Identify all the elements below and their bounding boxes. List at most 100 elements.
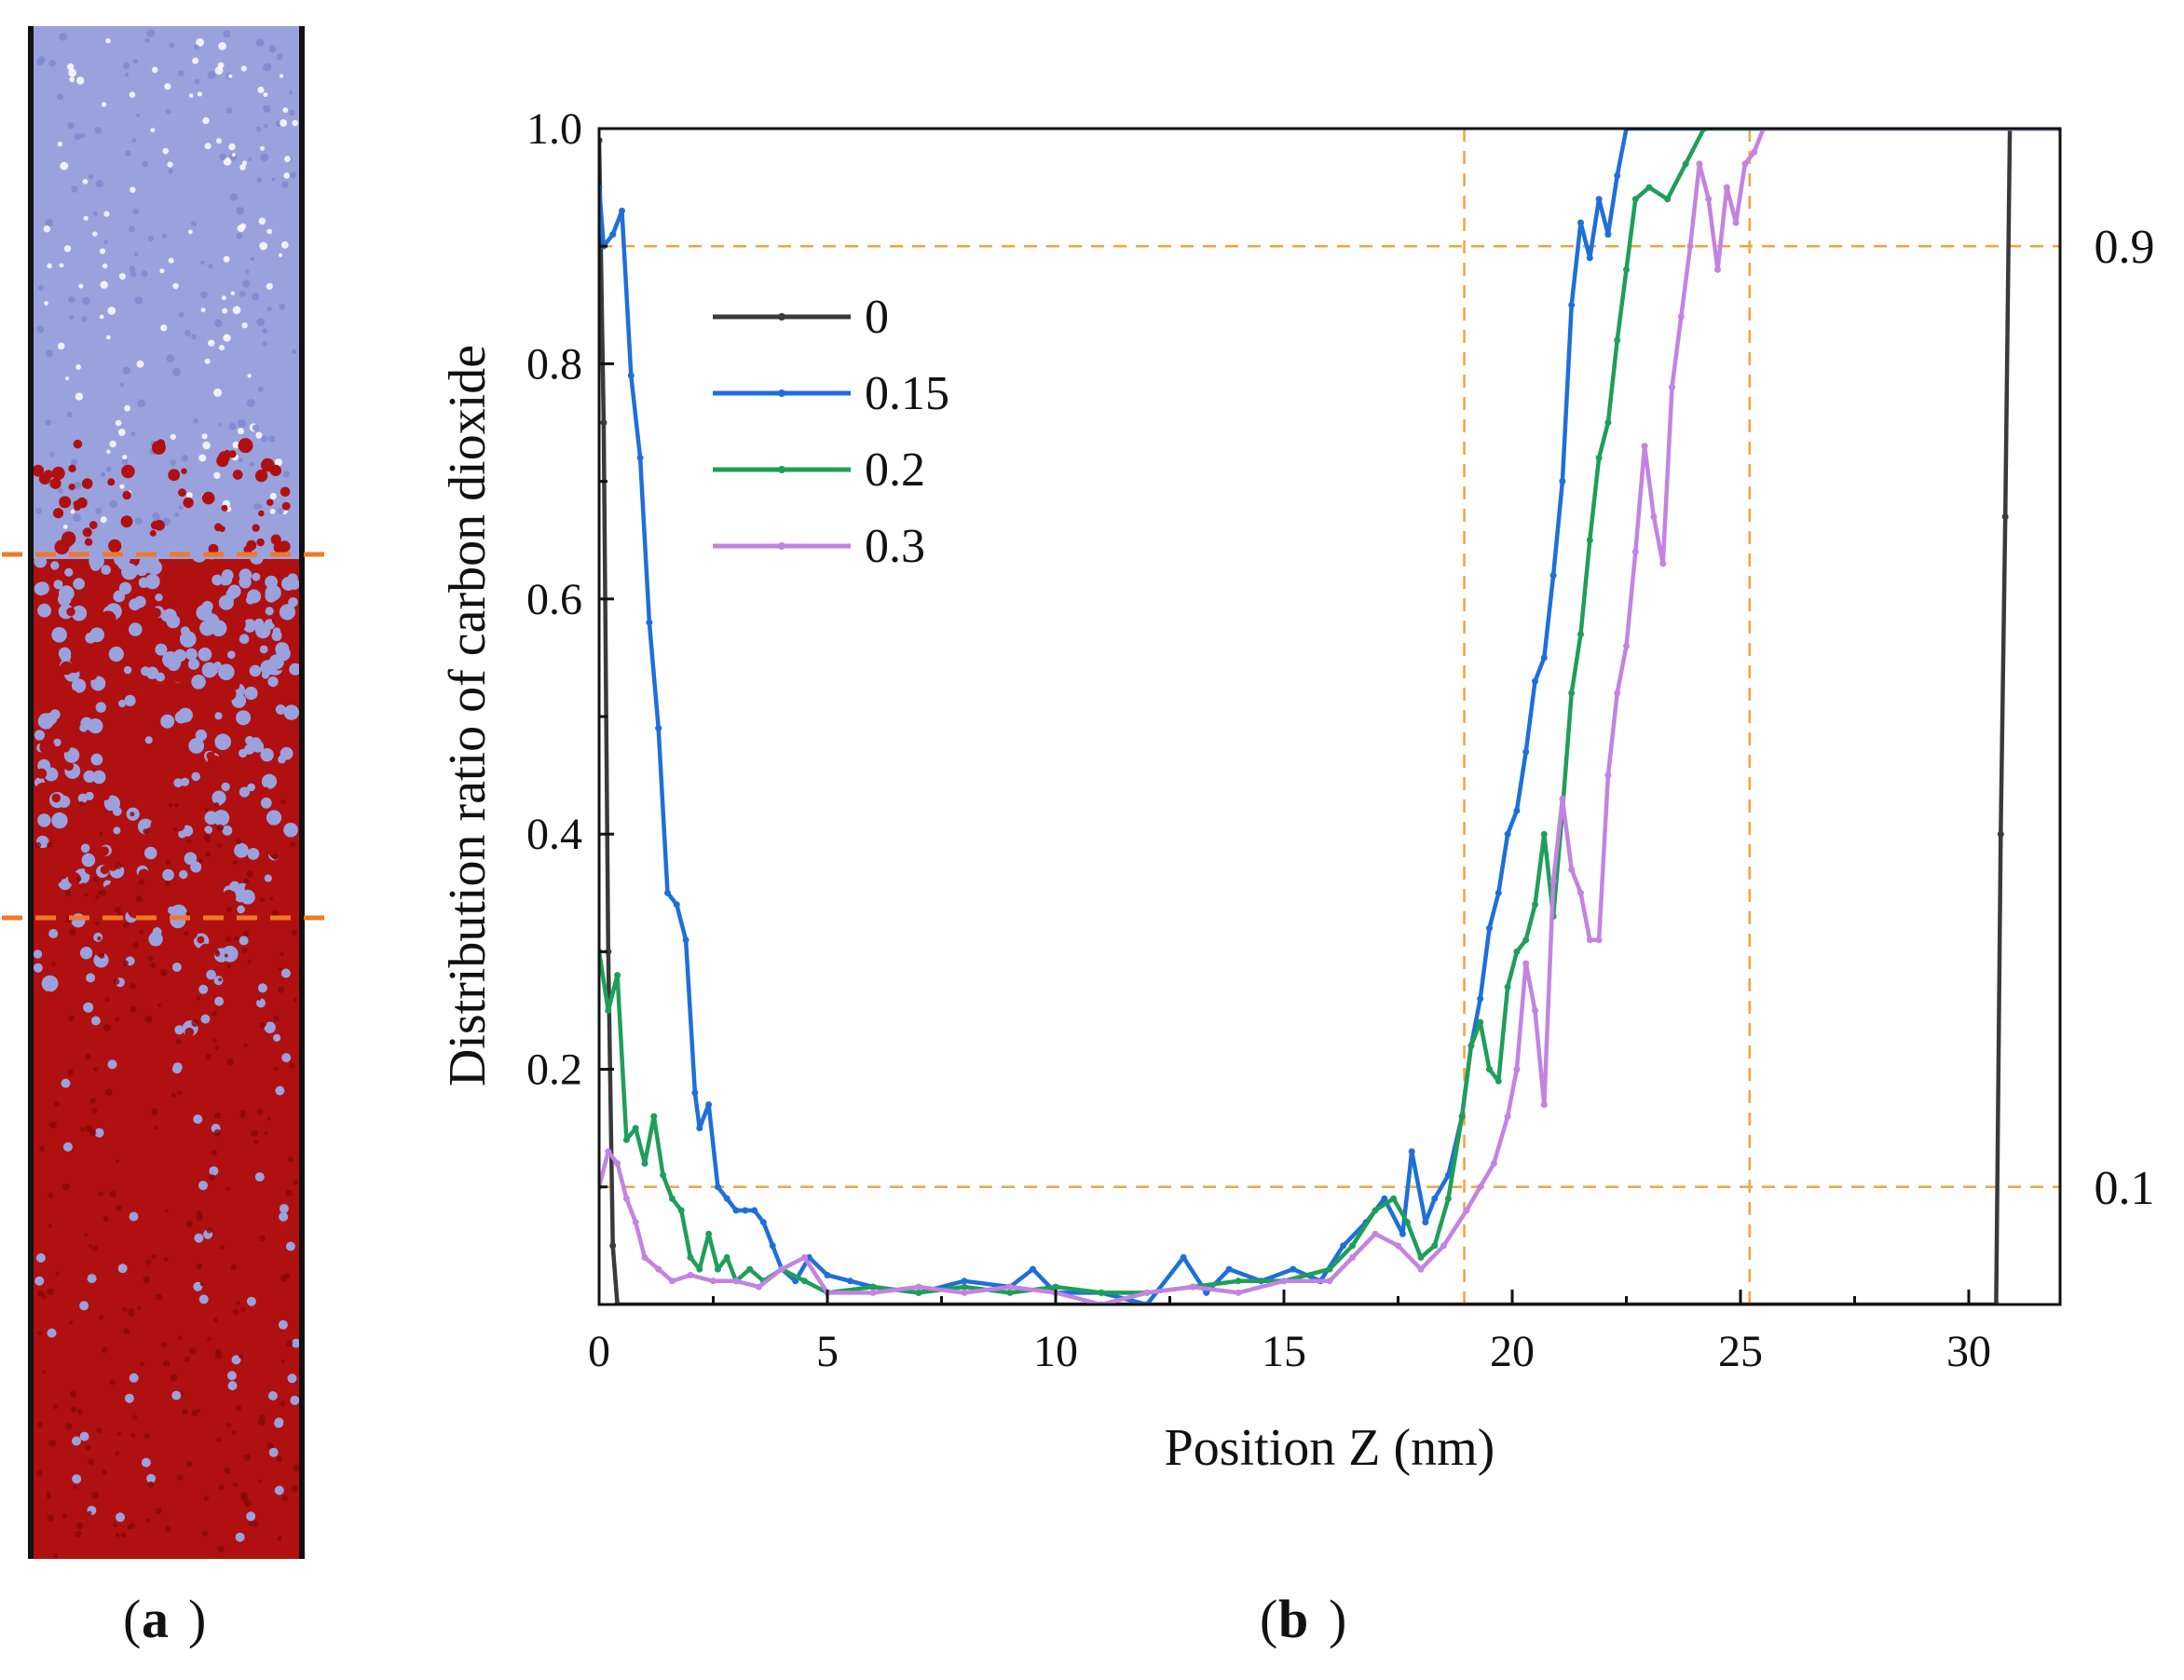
molecule xyxy=(134,517,143,526)
molecule xyxy=(143,846,157,860)
molecule xyxy=(172,1062,183,1072)
molecule xyxy=(223,30,231,38)
molecule xyxy=(187,658,200,670)
molecule xyxy=(243,1454,252,1462)
y-tick-label: 0.4 xyxy=(526,810,582,859)
molecule xyxy=(196,1263,202,1270)
svg-text:(: ( xyxy=(1260,1589,1277,1649)
molecule xyxy=(72,857,81,867)
molecule xyxy=(82,179,89,184)
data-point xyxy=(1532,677,1538,685)
data-point xyxy=(1290,1265,1297,1273)
molecule xyxy=(43,470,54,480)
molecule xyxy=(177,1335,183,1341)
molecule xyxy=(192,57,199,64)
molecule xyxy=(138,868,150,881)
molecule xyxy=(124,694,136,707)
molecule xyxy=(137,1305,142,1310)
molecule xyxy=(256,538,265,547)
molecule xyxy=(95,180,103,188)
molecule xyxy=(134,595,146,608)
molecule xyxy=(123,1328,130,1334)
reference-label: 0.1 xyxy=(2095,1162,2155,1215)
molecule xyxy=(76,497,88,509)
data-point xyxy=(1577,631,1584,638)
data-point xyxy=(668,1195,676,1202)
molecule xyxy=(129,266,136,272)
molecule xyxy=(263,62,272,72)
molecule xyxy=(280,241,289,249)
molecule xyxy=(265,607,274,616)
legend-label: 0.3 xyxy=(865,520,925,573)
molecule xyxy=(80,843,90,854)
molecule xyxy=(45,218,54,227)
molecule xyxy=(124,1393,134,1403)
molecule xyxy=(154,1126,158,1130)
molecule xyxy=(92,211,99,217)
molecule xyxy=(217,1545,225,1553)
molecule xyxy=(68,872,81,885)
molecule xyxy=(146,1473,157,1483)
data-point xyxy=(1568,866,1576,873)
molecule xyxy=(139,1361,145,1367)
data-point xyxy=(1477,995,1484,1003)
legend-marker xyxy=(778,313,785,321)
molecule xyxy=(166,971,183,988)
data-point xyxy=(1444,1195,1452,1202)
molecule xyxy=(99,314,104,320)
data-point xyxy=(636,454,644,461)
molecule xyxy=(218,977,223,982)
data-point xyxy=(1495,1077,1502,1085)
data-point xyxy=(1595,454,1603,461)
data-point xyxy=(682,936,689,944)
line-chart: 0 5 10 15 20 25 30 0.2 0.4 0.6 0.8 1.0 0.9 0.1 Posi… xyxy=(439,104,2155,1477)
molecule xyxy=(84,1233,89,1237)
molecule xyxy=(209,1174,216,1181)
molecule xyxy=(151,440,166,455)
molecule xyxy=(54,1100,60,1107)
molecule xyxy=(52,508,64,519)
molecule xyxy=(264,1130,268,1135)
data-point xyxy=(1349,1254,1356,1261)
molecule xyxy=(239,576,252,589)
molecule xyxy=(234,842,249,858)
molecule xyxy=(67,63,75,71)
molecule xyxy=(289,841,296,848)
molecule xyxy=(273,1016,280,1022)
molecule xyxy=(48,451,55,458)
molecule xyxy=(199,291,208,299)
molecule xyxy=(191,1410,198,1416)
molecule xyxy=(36,325,45,334)
molecule xyxy=(132,1414,137,1420)
molecule xyxy=(122,960,129,966)
molecule xyxy=(289,109,295,116)
molecule xyxy=(57,93,64,101)
data-point xyxy=(696,1265,703,1273)
molecule xyxy=(174,710,188,724)
data-point xyxy=(869,1289,877,1296)
molecule xyxy=(225,1423,231,1428)
molecule xyxy=(99,889,107,896)
molecule xyxy=(34,949,43,959)
molecule xyxy=(278,986,285,993)
molecule xyxy=(100,471,106,477)
molecule xyxy=(264,1021,276,1033)
molecule xyxy=(212,1011,217,1017)
molecule xyxy=(265,575,278,589)
molecule xyxy=(79,723,89,732)
molecule xyxy=(57,342,65,350)
molecule xyxy=(212,1038,217,1043)
molecule xyxy=(260,153,269,162)
molecule xyxy=(208,264,213,269)
molecule xyxy=(137,805,147,815)
molecule xyxy=(93,952,109,968)
molecule xyxy=(75,1530,82,1537)
molecule xyxy=(226,1058,235,1066)
molecule xyxy=(159,268,165,274)
molecule xyxy=(108,762,124,777)
molecule xyxy=(106,449,111,455)
molecule xyxy=(266,1116,271,1121)
molecule xyxy=(144,37,150,43)
molecule xyxy=(51,812,68,829)
